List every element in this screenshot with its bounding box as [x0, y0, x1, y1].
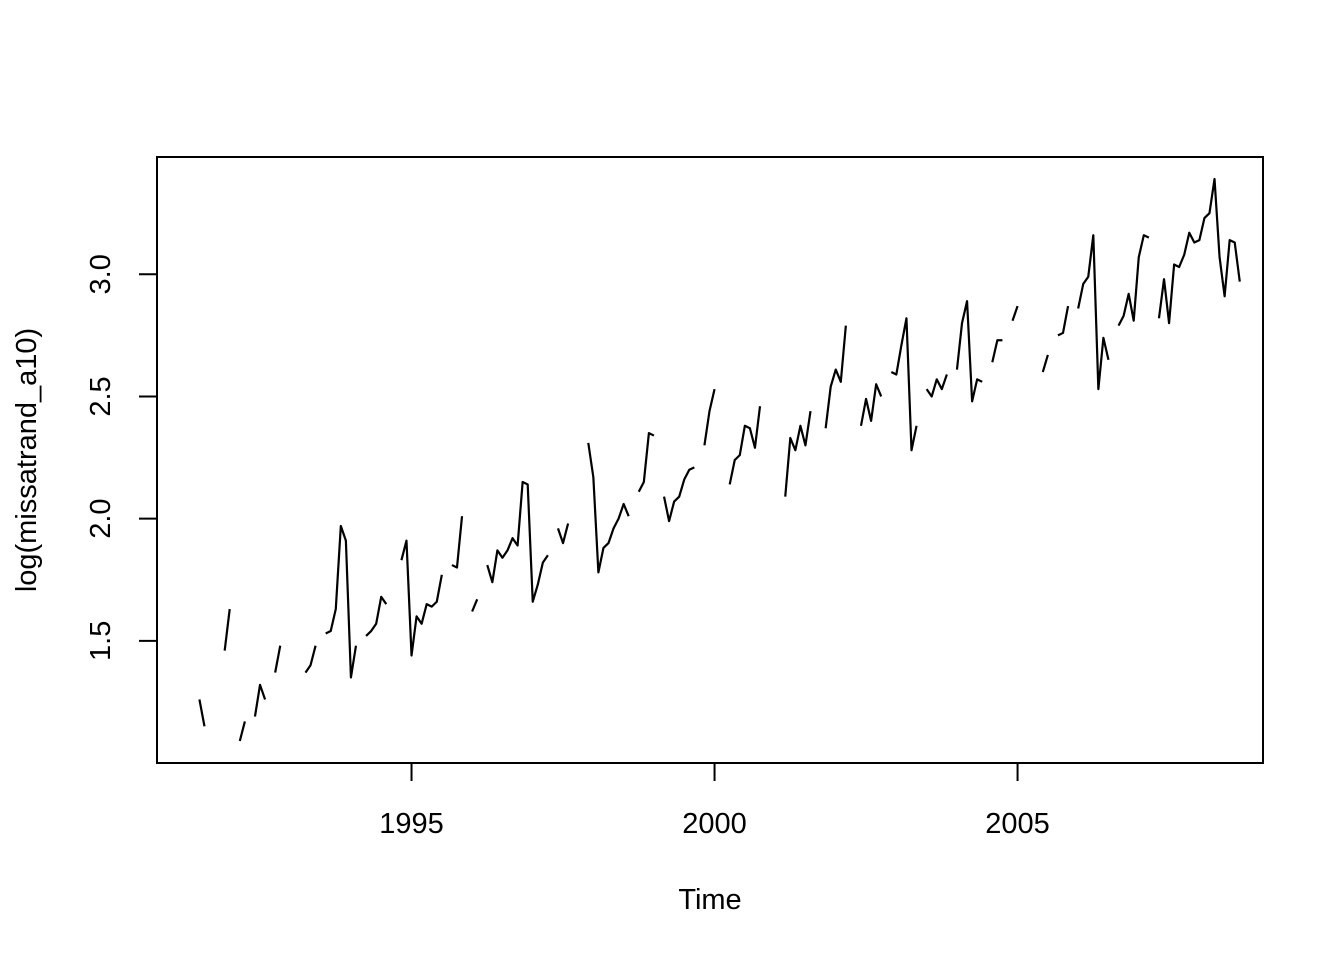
series-segment — [365, 595, 388, 637]
series-segment — [1057, 305, 1070, 337]
series-segment — [400, 539, 443, 657]
series-layer — [198, 177, 1241, 742]
y-tick-label: 3.0 — [85, 254, 117, 294]
y-axis: 1.5 2.0 2.5 3.0 — [85, 254, 158, 661]
x-axis-title: Time — [678, 884, 741, 916]
x-tick-label: 1995 — [379, 808, 444, 840]
series-segment — [471, 598, 479, 612]
series-segment — [486, 480, 549, 603]
series-segment — [859, 383, 883, 426]
series-segment — [991, 339, 1003, 363]
series-segment — [890, 317, 918, 452]
series-segment — [274, 645, 282, 673]
x-axis: 1995 2000 2005 — [379, 762, 1050, 840]
series-segment — [556, 523, 570, 545]
series-segment — [1157, 177, 1241, 325]
series-segment — [253, 683, 267, 717]
series-segment — [703, 388, 716, 446]
series-segment — [451, 516, 464, 569]
y-tick-label: 2.0 — [85, 498, 117, 538]
series-segment — [587, 442, 630, 574]
series-segment — [198, 699, 206, 727]
series-segment — [325, 524, 358, 679]
series-segment — [304, 645, 317, 674]
series-segment — [662, 466, 695, 523]
x-tick-label: 2005 — [985, 808, 1050, 840]
series-segment — [1077, 234, 1110, 391]
series-segment — [925, 374, 948, 398]
series-segment — [824, 325, 847, 429]
series-segment — [1117, 234, 1150, 327]
x-tick-label: 2000 — [682, 808, 747, 840]
series-segment — [637, 432, 655, 493]
series-segment — [223, 608, 231, 651]
series-segment — [955, 300, 983, 403]
y-tick-label: 2.5 — [85, 376, 117, 416]
series-segment — [784, 410, 812, 497]
series-segment — [1011, 305, 1019, 322]
series-segment — [1041, 354, 1049, 373]
y-axis-title: log(missatrand_a10) — [11, 328, 43, 592]
y-tick-label: 1.5 — [85, 621, 117, 661]
series-segment — [728, 406, 762, 485]
series-segment — [238, 721, 246, 742]
